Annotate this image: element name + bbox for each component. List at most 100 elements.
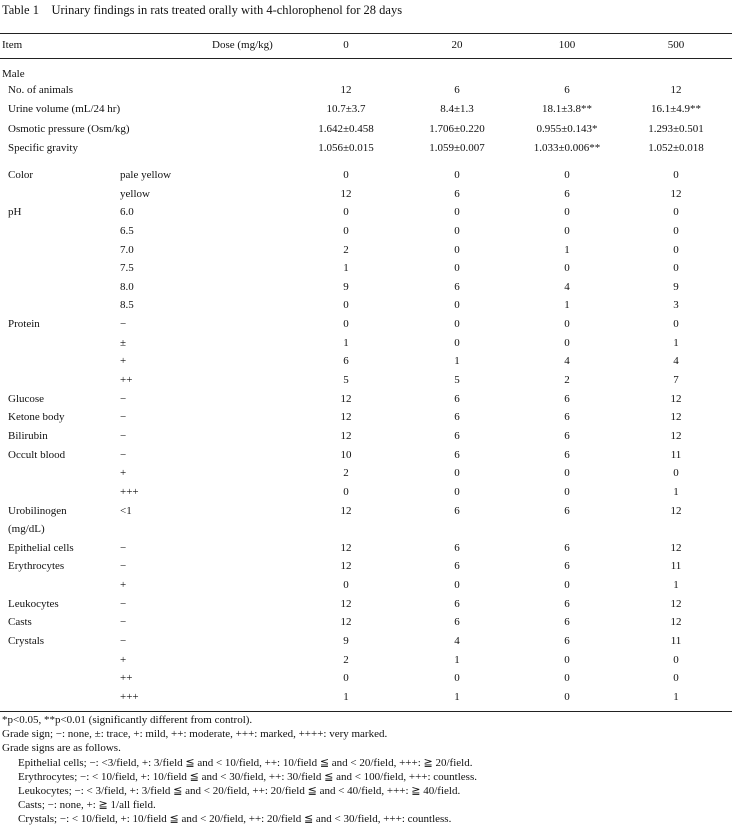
footnote: Casts; −: none, +: ≧ 1/all field. bbox=[18, 799, 156, 812]
cell-value: 11 bbox=[670, 560, 682, 573]
cell-value: 1 bbox=[673, 336, 679, 349]
cell-value: 6 bbox=[454, 280, 460, 293]
cell-value: 6 bbox=[564, 448, 570, 461]
header-dose: Dose (mg/kg) bbox=[212, 39, 273, 51]
item-label: Erythrocytes bbox=[8, 560, 65, 573]
grade-label: 8.0 bbox=[120, 280, 134, 293]
cell-value: 0 bbox=[454, 318, 460, 331]
cell-value: 0 bbox=[564, 672, 570, 685]
cell-value: 0 bbox=[673, 243, 679, 256]
cell-value: 1.059±0.007 bbox=[429, 141, 485, 154]
header-dose-value: 20 bbox=[451, 39, 463, 51]
footnote: Grade signs are as follows. bbox=[2, 742, 121, 755]
cell-value: 0 bbox=[343, 485, 349, 498]
cell-value: 1.056±0.015 bbox=[318, 141, 374, 154]
cell-value: 0 bbox=[454, 299, 460, 312]
cell-value: 11 bbox=[670, 635, 682, 647]
grade-label: ++ bbox=[120, 374, 133, 387]
cell-value: 12 bbox=[340, 541, 352, 554]
cell-value: 12 bbox=[340, 560, 352, 573]
section-label: Male bbox=[2, 68, 25, 80]
cell-value: 0 bbox=[343, 224, 349, 237]
cell-value: 0 bbox=[673, 653, 679, 666]
item-label: Osmotic pressure (Osm/kg) bbox=[8, 122, 130, 135]
cell-value: 0 bbox=[454, 262, 460, 275]
grade-label: − bbox=[120, 560, 127, 573]
cell-value: 6 bbox=[564, 504, 570, 517]
cell-value: 6 bbox=[454, 504, 460, 517]
cell-value: 12 bbox=[670, 504, 682, 517]
grade-label: 6.0 bbox=[120, 206, 134, 219]
footnote: Crystals; −: < 10/field, +: 10/field ≦ a… bbox=[18, 813, 452, 826]
cell-value: 0 bbox=[343, 206, 349, 219]
cell-value: 6 bbox=[343, 355, 349, 368]
item-label: Urine volume (mL/24 hr) bbox=[8, 103, 121, 116]
cell-value: 2 bbox=[564, 374, 570, 387]
grade-label: 7.0 bbox=[120, 243, 134, 256]
cell-value: 12 bbox=[670, 616, 682, 629]
grade-label: yellow bbox=[120, 187, 150, 200]
grade-label: +++ bbox=[120, 485, 139, 498]
cell-value: 6 bbox=[454, 392, 460, 405]
grade-label: − bbox=[120, 392, 127, 405]
cell-value: 18.1±3.8** bbox=[541, 103, 593, 116]
cell-value: 1 bbox=[564, 299, 570, 312]
cell-value: 7 bbox=[673, 374, 679, 387]
cell-value: 12 bbox=[340, 504, 352, 517]
header-rule bbox=[0, 58, 732, 59]
cell-value: 0 bbox=[564, 169, 570, 181]
grade-label: ± bbox=[120, 336, 127, 349]
table-title: Table 1 Urinary findings in rats treated… bbox=[2, 3, 403, 17]
cell-value: 0 bbox=[564, 336, 570, 349]
grade-label: <1 bbox=[120, 504, 132, 517]
footnote: Leukocytes; −: < 3/field, +: 3/field ≦ a… bbox=[18, 785, 461, 797]
cell-value: 6 bbox=[454, 84, 460, 96]
grade-label: − bbox=[120, 541, 127, 554]
cell-value: 0 bbox=[673, 169, 679, 181]
item-label: Glucose bbox=[8, 392, 45, 405]
grade-label: +++ bbox=[120, 690, 139, 703]
cell-value: 4 bbox=[454, 635, 460, 647]
cell-value: 6 bbox=[454, 411, 460, 424]
cell-value: 1 bbox=[343, 262, 349, 275]
cell-value: 0 bbox=[343, 318, 349, 331]
cell-value: 12 bbox=[340, 616, 352, 629]
cell-value: 12 bbox=[340, 597, 352, 610]
cell-value: 6 bbox=[564, 597, 570, 610]
cell-value: 1 bbox=[454, 355, 460, 368]
cell-value: 0 bbox=[564, 690, 570, 703]
cell-value: 12 bbox=[340, 429, 352, 442]
header-item: Item bbox=[2, 39, 23, 51]
cell-value: 9 bbox=[673, 280, 679, 293]
cell-value: 0 bbox=[454, 243, 460, 256]
cell-value: 0 bbox=[673, 224, 679, 237]
cell-value: 0 bbox=[673, 467, 679, 480]
cell-value: 6 bbox=[454, 187, 460, 200]
cell-value: 0 bbox=[564, 467, 570, 480]
grade-label: − bbox=[120, 448, 127, 461]
cell-value: 11 bbox=[670, 448, 682, 461]
item-label: Casts bbox=[8, 616, 32, 629]
item-label: Protein bbox=[8, 318, 40, 331]
cell-value: 10.7±3.7 bbox=[326, 103, 366, 116]
grade-label: 6.5 bbox=[120, 224, 134, 237]
cell-value: 0 bbox=[564, 653, 570, 666]
grade-label: + bbox=[120, 355, 127, 368]
grade-label: ++ bbox=[120, 672, 133, 685]
bottom-rule bbox=[0, 711, 732, 712]
footnote: *p<0.05, **p<0.01 (significantly differe… bbox=[2, 714, 253, 726]
cell-value: 12 bbox=[670, 597, 682, 610]
cell-value: 1 bbox=[454, 653, 460, 666]
cell-value: 1 bbox=[673, 690, 679, 703]
cell-value: 1.293±0.501 bbox=[648, 122, 704, 135]
cell-value: 6 bbox=[454, 541, 460, 554]
cell-value: 4 bbox=[673, 355, 679, 368]
item-label: Bilirubin bbox=[8, 429, 48, 442]
cell-value: 0 bbox=[454, 672, 460, 685]
cell-value: 2 bbox=[343, 243, 349, 256]
cell-value: 6 bbox=[454, 616, 460, 629]
cell-value: 3 bbox=[673, 299, 679, 312]
cell-value: 12 bbox=[340, 411, 352, 424]
cell-value: 0 bbox=[343, 579, 349, 592]
